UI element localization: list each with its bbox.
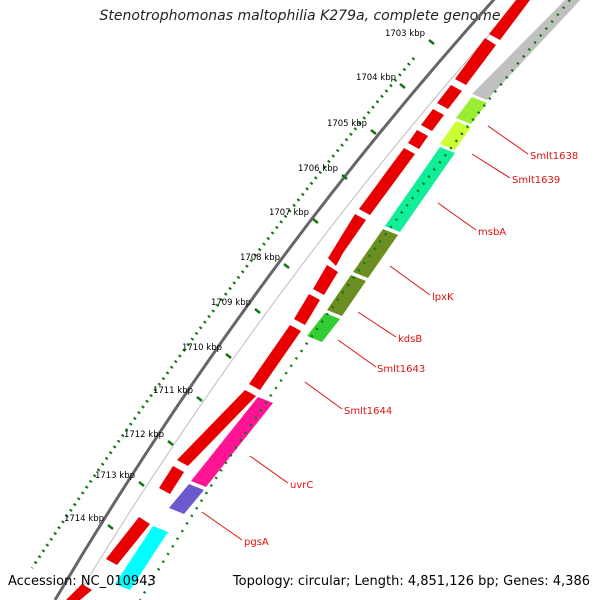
forward-gene[interactable] xyxy=(177,390,256,466)
gene-label-Smlt1643[interactable]: Smlt1643 xyxy=(377,364,425,375)
ruler-tick-mark xyxy=(341,174,348,180)
ruler-tick-label: 1707 kbp xyxy=(269,208,309,218)
gray-feature[interactable] xyxy=(472,0,585,100)
ruler-tick-mark xyxy=(107,524,114,530)
leader-line xyxy=(249,455,289,484)
ruler-tick-label: 1710 kbp xyxy=(182,343,222,353)
gene-kdsB[interactable] xyxy=(327,275,366,316)
forward-gene[interactable] xyxy=(455,38,496,85)
backbone-line-inner xyxy=(74,0,521,600)
gene-Smlt1639[interactable] xyxy=(440,121,471,150)
ruler-tick-mark xyxy=(225,353,232,359)
gene-Smlt1643[interactable] xyxy=(307,313,340,342)
gene-label-lpxK[interactable]: lpxK xyxy=(432,292,454,303)
gene-labels: Smlt1638 Smlt1639 msbA lpxK kdsB Smlt164… xyxy=(201,125,578,548)
forward-strand-genes xyxy=(66,0,530,600)
inner-strand-genes xyxy=(115,0,585,590)
ruler-tick-mark xyxy=(370,129,377,135)
leader-line xyxy=(337,339,377,368)
ruler-tick-mark xyxy=(428,39,435,45)
forward-gene[interactable] xyxy=(249,325,301,390)
cyan-feature[interactable] xyxy=(115,526,168,590)
ruler-tick-mark xyxy=(254,308,261,314)
ruler-tick-label: 1714 kbp xyxy=(64,514,104,524)
forward-gene[interactable] xyxy=(437,85,462,109)
leader-line xyxy=(487,125,529,155)
gene-label-Smlt1638[interactable]: Smlt1638 xyxy=(530,151,578,162)
forward-gene[interactable] xyxy=(359,148,415,215)
gene-label-Smlt1639[interactable]: Smlt1639 xyxy=(512,175,560,186)
gene-label-uvrC[interactable]: uvrC xyxy=(290,480,313,491)
backbone-line xyxy=(53,0,496,600)
forward-gene[interactable] xyxy=(294,294,320,325)
leader-line xyxy=(304,381,343,410)
ruler-tick-label: 1708 kbp xyxy=(240,253,280,263)
ruler-ticks: 1703 kbp 1704 kbp 1705 kbp 1706 kbp 1707 kbp… xyxy=(64,29,435,530)
gene-Smlt1638[interactable] xyxy=(456,97,487,124)
ruler-tick-label: 1703 kbp xyxy=(385,29,425,39)
ruler-tick-label: 1711 kbp xyxy=(153,386,193,396)
genome-summary-text: Topology: circular; Length: 4,851,126 bp… xyxy=(232,574,590,589)
ruler-tick-mark xyxy=(138,481,145,487)
ruler-tick-mark xyxy=(312,218,319,224)
ruler-tick-label: 1704 kbp xyxy=(356,73,396,83)
ruler-tick-mark xyxy=(399,83,406,89)
gene-pgsA[interactable] xyxy=(169,484,204,514)
ruler-dotted-line xyxy=(30,57,416,569)
leader-line xyxy=(389,265,431,296)
gene-label-pgsA[interactable]: pgsA xyxy=(244,537,269,548)
gene-label-Smlt1644[interactable]: Smlt1644 xyxy=(344,406,392,417)
genome-title: Stenotrophomonas maltophilia K279a, comp… xyxy=(99,8,501,24)
ruler-tick-label: 1713 kbp xyxy=(95,471,135,481)
forward-gene[interactable] xyxy=(328,214,366,266)
leader-line xyxy=(201,511,243,541)
leader-line xyxy=(471,153,511,179)
accession-text: Accession: NC_010943 xyxy=(8,574,156,589)
forward-gene[interactable] xyxy=(421,109,444,131)
gene-lpxK[interactable] xyxy=(353,229,398,278)
ruler-tick-label: 1712 kbp xyxy=(124,430,164,440)
ruler-tick-label: 1709 kbp xyxy=(211,298,251,308)
ruler-tick-label: 1706 kbp xyxy=(298,164,338,174)
forward-gene[interactable] xyxy=(66,584,92,600)
forward-gene[interactable] xyxy=(313,265,338,295)
gene-uvrC[interactable] xyxy=(191,397,273,487)
gene-label-msbA[interactable]: msbA xyxy=(478,227,506,238)
ruler-tick-mark xyxy=(196,396,203,402)
ruler-tick-mark xyxy=(283,263,290,269)
forward-gene[interactable] xyxy=(106,517,150,565)
forward-gene[interactable] xyxy=(159,466,184,494)
forward-gene[interactable] xyxy=(489,0,530,40)
gene-msbA[interactable] xyxy=(385,147,455,232)
ruler-tick-label: 1705 kbp xyxy=(327,119,367,129)
leader-line xyxy=(357,311,397,338)
forward-gene[interactable] xyxy=(408,130,428,149)
ruler-tick-mark xyxy=(167,440,174,446)
leader-line xyxy=(437,202,477,231)
gene-label-kdsB[interactable]: kdsB xyxy=(398,334,422,345)
inner-ruler-dotted-line xyxy=(138,0,571,600)
